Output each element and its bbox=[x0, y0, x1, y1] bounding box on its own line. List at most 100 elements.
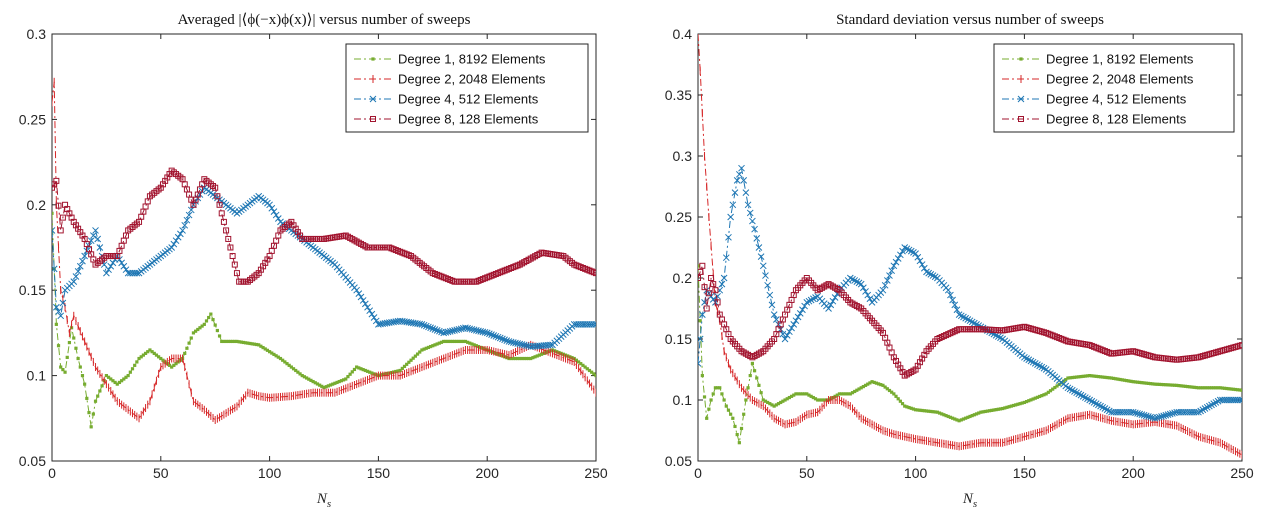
data-point bbox=[1196, 386, 1201, 390]
data-point bbox=[268, 350, 272, 354]
data-point bbox=[490, 332, 498, 339]
data-point bbox=[459, 339, 463, 344]
y-tick-label: 0.35 bbox=[665, 87, 692, 103]
data-point bbox=[1018, 402, 1022, 406]
data-point bbox=[827, 301, 835, 309]
data-point bbox=[789, 394, 794, 398]
data-point bbox=[731, 189, 739, 196]
data-point bbox=[905, 405, 909, 409]
y-tick-label: 0.1 bbox=[27, 368, 47, 384]
data-point bbox=[55, 202, 62, 209]
data-point bbox=[52, 265, 58, 273]
data-point bbox=[486, 330, 493, 338]
data-point bbox=[198, 326, 202, 330]
data-point bbox=[752, 369, 757, 373]
data-point bbox=[1031, 397, 1035, 401]
data-point bbox=[1175, 383, 1179, 387]
data-point bbox=[212, 184, 219, 191]
data-point bbox=[1236, 388, 1240, 392]
data-point bbox=[786, 328, 793, 336]
data-point bbox=[1103, 375, 1107, 379]
data-point bbox=[89, 232, 97, 239]
data-point bbox=[228, 339, 233, 344]
data-point bbox=[172, 237, 180, 245]
data-point bbox=[783, 331, 791, 339]
data-point bbox=[1081, 374, 1085, 378]
data-point bbox=[1151, 382, 1155, 386]
data-point bbox=[79, 257, 86, 265]
data-point bbox=[859, 386, 863, 390]
data-point bbox=[368, 370, 372, 374]
data-point bbox=[322, 385, 326, 390]
data-point bbox=[729, 412, 733, 416]
data-point bbox=[766, 291, 774, 299]
data-point bbox=[796, 392, 800, 396]
data-point bbox=[1172, 383, 1177, 387]
data-point bbox=[74, 268, 82, 275]
data-point bbox=[204, 319, 209, 323]
data-point bbox=[855, 388, 859, 392]
data-point bbox=[413, 354, 417, 358]
data-point bbox=[924, 409, 929, 413]
data-point bbox=[231, 339, 235, 344]
data-point bbox=[83, 382, 87, 386]
data-point bbox=[1046, 390, 1050, 394]
legend-entry: Degree 4, 512 Elements bbox=[354, 92, 539, 107]
chart-title: Averaged |⟨ϕ(−x)ϕ(x)⟩| versus number of … bbox=[178, 12, 471, 28]
data-point bbox=[120, 379, 124, 383]
x-tick-label: 150 bbox=[367, 465, 391, 481]
legend-marker bbox=[1018, 116, 1024, 122]
data-point bbox=[272, 352, 276, 357]
legend-label: Degree 4, 512 Elements bbox=[398, 92, 539, 107]
data-point bbox=[714, 299, 721, 306]
data-point bbox=[951, 301, 959, 309]
data-point bbox=[259, 344, 263, 348]
data-point bbox=[54, 322, 58, 326]
data-point bbox=[929, 409, 933, 414]
data-point bbox=[713, 386, 718, 390]
data-point bbox=[842, 392, 846, 396]
data-point bbox=[759, 262, 767, 270]
data-point bbox=[990, 408, 994, 412]
data-point bbox=[1024, 399, 1029, 404]
data-point bbox=[742, 412, 746, 416]
data-point bbox=[1216, 386, 1220, 390]
data-point bbox=[866, 382, 870, 386]
data-point bbox=[278, 356, 283, 361]
data-point bbox=[109, 259, 117, 267]
data-point bbox=[846, 392, 850, 396]
data-point bbox=[896, 397, 900, 401]
data-point bbox=[396, 369, 400, 373]
data-point bbox=[1153, 382, 1157, 386]
data-point bbox=[248, 341, 252, 346]
data-point bbox=[365, 369, 370, 373]
data-point bbox=[98, 389, 102, 393]
data-point bbox=[698, 275, 701, 281]
data-point bbox=[809, 394, 813, 398]
data-point bbox=[974, 412, 979, 416]
data-point bbox=[1131, 380, 1135, 384]
data-point bbox=[135, 360, 139, 364]
data-point bbox=[52, 184, 55, 191]
data-point bbox=[590, 321, 596, 328]
data-point bbox=[1166, 410, 1174, 418]
data-point bbox=[328, 383, 333, 387]
data-point bbox=[712, 287, 719, 294]
data-point bbox=[170, 365, 174, 369]
data-point bbox=[1236, 396, 1242, 404]
data-point bbox=[916, 408, 920, 412]
data-point bbox=[181, 221, 189, 229]
data-point bbox=[1020, 401, 1024, 405]
data-point bbox=[831, 294, 839, 301]
data-point bbox=[918, 261, 926, 268]
data-point bbox=[1164, 411, 1172, 418]
data-point bbox=[152, 351, 156, 355]
data-point bbox=[183, 216, 191, 224]
data-point bbox=[698, 311, 706, 318]
data-point bbox=[420, 348, 424, 352]
data-point bbox=[911, 407, 916, 411]
data-point bbox=[709, 398, 713, 402]
data-point bbox=[93, 399, 98, 403]
data-point bbox=[494, 333, 502, 341]
data-point bbox=[740, 177, 748, 184]
